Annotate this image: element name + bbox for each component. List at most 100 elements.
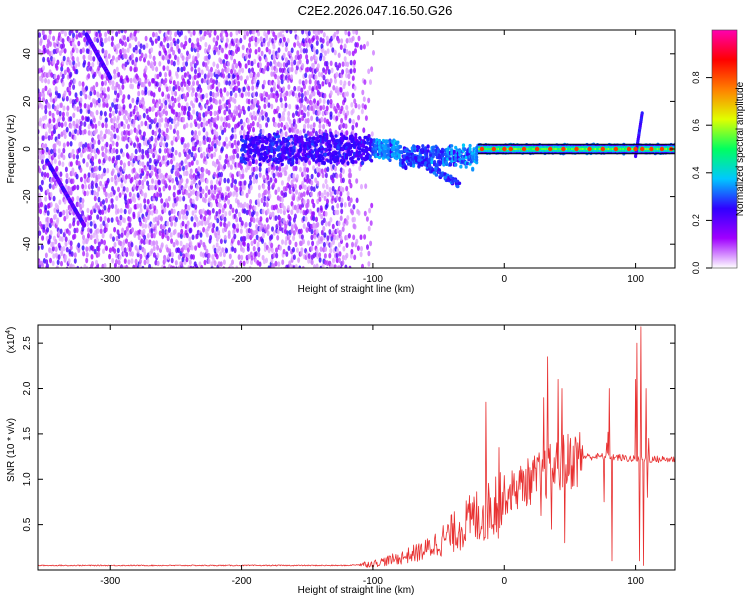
spectrogram-noise-cell bbox=[292, 254, 296, 260]
spectrogram-noise-cell bbox=[53, 158, 57, 164]
spectrogram-noise-cell bbox=[53, 42, 57, 49]
spectrogram-noise-cell bbox=[212, 79, 216, 85]
spectrogram-noise-cell bbox=[142, 100, 146, 106]
spectrogram-noise-cell bbox=[54, 238, 58, 245]
spectrogram-noise-cell bbox=[225, 106, 229, 112]
spectrogram-noise-cell bbox=[76, 195, 80, 202]
spectrogram-noise-cell bbox=[174, 90, 178, 97]
spectrogram-noise-cell bbox=[344, 123, 348, 129]
spectrogram-noise-cell bbox=[74, 128, 78, 134]
spectrogram-noise-cell bbox=[188, 37, 192, 44]
spectrogram-noise-cell bbox=[73, 78, 77, 85]
spectrogram-noise-cell bbox=[51, 260, 55, 267]
spectrogram-noise-cell bbox=[183, 151, 187, 158]
spectrogram-noise-cell bbox=[51, 112, 55, 119]
spectrogram-noise-cell bbox=[343, 202, 347, 208]
spectrogram-noise-cell bbox=[282, 209, 286, 216]
spectrogram-noise-cell bbox=[95, 109, 99, 116]
spectrogram-noise-cell bbox=[164, 257, 167, 263]
spectrogram-noise-cell bbox=[265, 98, 269, 104]
spectrogram-noise-cell bbox=[69, 141, 73, 147]
spectrogram-noise-cell bbox=[106, 167, 110, 174]
spectrogram-noise-cell bbox=[49, 191, 53, 198]
spectrogram-noise-cell bbox=[99, 130, 103, 136]
spectrogram-noise-cell bbox=[166, 235, 170, 242]
spectrogram-noise-cell bbox=[239, 118, 243, 125]
spectrogram-noise-cell bbox=[150, 135, 154, 142]
spectrogram-noise-cell bbox=[222, 266, 226, 268]
spectrogram-noise-cell bbox=[227, 230, 231, 236]
spectrogram-noise-cell bbox=[352, 234, 356, 241]
spectrogram-noise-cell bbox=[47, 135, 51, 141]
spectrogram-noise-cell bbox=[86, 116, 90, 122]
spectrogram-noise-cell bbox=[251, 67, 254, 73]
spectrogram-noise-cell bbox=[72, 153, 76, 160]
spectrogram-noise-cell bbox=[329, 60, 333, 67]
spectrogram-noise-cell bbox=[294, 54, 298, 61]
spectrogram-noise-cell bbox=[119, 159, 123, 166]
spectrogram-noise-cell bbox=[115, 164, 119, 171]
spectrogram-noise-cell bbox=[61, 73, 65, 80]
spectrogram-noise-cell bbox=[52, 35, 56, 42]
spectrogram-noise-cell bbox=[174, 84, 178, 90]
spectrogram-noise-cell bbox=[75, 30, 79, 34]
spectrogram-noise-cell bbox=[180, 81, 184, 88]
spectrogram-noise-cell bbox=[199, 251, 203, 257]
spectrogram-noise-cell bbox=[166, 35, 169, 42]
spectrogram-noise-cell bbox=[41, 87, 45, 94]
spectrogram-noise-cell bbox=[287, 59, 291, 66]
spectrogram-noise-cell bbox=[341, 168, 345, 175]
spectrogram-noise-cell bbox=[200, 78, 204, 84]
spectrogram-noise-cell bbox=[78, 125, 82, 131]
spectrogram-noise-cell bbox=[127, 266, 130, 268]
spectrogram-signal-cell bbox=[295, 160, 299, 165]
spectrogram-signal-cell bbox=[400, 150, 404, 155]
spectrogram-noise-cell bbox=[182, 61, 186, 67]
spectrogram-noise-cell bbox=[176, 121, 180, 127]
spectrogram-noise-cell bbox=[252, 102, 256, 108]
spectrogram-noise-cell bbox=[270, 71, 274, 77]
spectrogram-noise-cell bbox=[292, 247, 295, 253]
spectrogram-noise-cell bbox=[288, 215, 292, 222]
spectrogram-noise-cell bbox=[315, 40, 319, 46]
spectrogram-noise-cell bbox=[83, 59, 87, 66]
spectrogram-noise-cell bbox=[101, 80, 104, 87]
spectrogram-noise-cell bbox=[326, 99, 330, 105]
spectrogram-noise-cell bbox=[310, 105, 314, 112]
spectrogram-noise-cell bbox=[119, 48, 123, 55]
spectrogram-signal-cell bbox=[267, 158, 271, 162]
spectrogram-noise-cell bbox=[61, 38, 65, 44]
spectrogram-noise-cell bbox=[48, 183, 52, 189]
spectrogram-signal-cell bbox=[373, 144, 378, 148]
spectrogram-noise-cell bbox=[93, 223, 97, 229]
spectrogram-signal-cell bbox=[381, 150, 385, 154]
spectrogram-noise-cell bbox=[230, 38, 234, 44]
spectrogram-noise-cell bbox=[160, 135, 164, 142]
spectrogram-noise-cell bbox=[115, 127, 119, 134]
spectrogram-noise-cell bbox=[297, 85, 301, 92]
spectrogram-noise-cell bbox=[188, 161, 192, 168]
spectrogram-noise-cell bbox=[355, 30, 359, 36]
spectrogram-noise-cell bbox=[186, 220, 190, 227]
spectrogram-signal-cell bbox=[338, 153, 342, 158]
spectrogram-noise-cell bbox=[121, 227, 125, 234]
spectrogram-noise-cell bbox=[69, 116, 73, 122]
spectrogram-noise-cell bbox=[172, 241, 176, 248]
spectrogram-noise-cell bbox=[361, 263, 364, 268]
spectrogram-noise-cell bbox=[166, 65, 170, 72]
spectrogram-noise-field bbox=[38, 30, 375, 268]
spectrogram-noise-cell bbox=[257, 192, 261, 199]
spectrogram-noise-cell bbox=[189, 190, 193, 197]
spectrogram-noise-cell bbox=[134, 148, 138, 155]
spectrogram-noise-cell bbox=[367, 225, 371, 232]
spectrogram-noise-cell bbox=[69, 152, 73, 158]
spectrogram-noise-cell bbox=[221, 129, 225, 136]
spectrogram-noise-cell bbox=[97, 205, 100, 211]
spectrogram-noise-cell bbox=[182, 195, 186, 202]
spectrogram-noise-cell bbox=[284, 69, 288, 75]
spectrogram-noise-cell bbox=[205, 92, 209, 99]
spectrogram-noise-cell bbox=[129, 77, 133, 84]
spectrogram-noise-cell bbox=[284, 95, 287, 102]
spectrogram-noise-cell bbox=[104, 122, 108, 129]
spectrogram-noise-cell bbox=[322, 241, 326, 248]
